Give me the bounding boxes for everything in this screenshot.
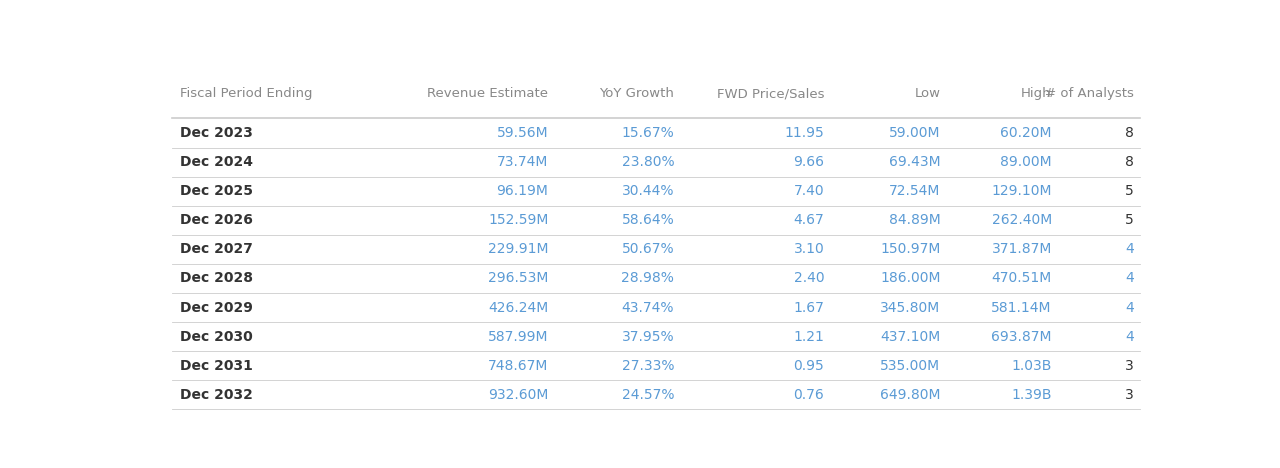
Text: 11.95: 11.95	[785, 126, 824, 140]
Text: Revenue Estimate: Revenue Estimate	[428, 87, 548, 100]
Text: Dec 2024: Dec 2024	[179, 155, 253, 169]
Text: FWD Price/Sales: FWD Price/Sales	[717, 87, 824, 100]
Text: Dec 2029: Dec 2029	[179, 300, 252, 314]
Text: Dec 2032: Dec 2032	[179, 388, 252, 402]
Text: 9.66: 9.66	[794, 155, 824, 169]
Text: 470.51M: 470.51M	[992, 271, 1052, 285]
Text: 229.91M: 229.91M	[488, 242, 548, 256]
Text: 84.89M: 84.89M	[888, 213, 941, 227]
Text: 129.10M: 129.10M	[991, 184, 1052, 198]
Text: 1.21: 1.21	[794, 329, 824, 344]
Text: 345.80M: 345.80M	[881, 300, 941, 314]
Text: Dec 2027: Dec 2027	[179, 242, 252, 256]
Text: 296.53M: 296.53M	[488, 271, 548, 285]
Text: 30.44%: 30.44%	[622, 184, 675, 198]
Text: 693.87M: 693.87M	[991, 329, 1052, 344]
Text: 152.59M: 152.59M	[488, 213, 548, 227]
Text: 371.87M: 371.87M	[992, 242, 1052, 256]
Text: 4: 4	[1125, 271, 1134, 285]
Text: 4: 4	[1125, 242, 1134, 256]
Text: 4: 4	[1125, 300, 1134, 314]
Text: 1.39B: 1.39B	[1011, 388, 1052, 402]
Text: Fiscal Period Ending: Fiscal Period Ending	[179, 87, 312, 100]
Text: 5: 5	[1125, 213, 1134, 227]
Text: Dec 2026: Dec 2026	[179, 213, 252, 227]
Text: 59.00M: 59.00M	[890, 126, 941, 140]
Text: 60.20M: 60.20M	[1001, 126, 1052, 140]
Text: 3.10: 3.10	[794, 242, 824, 256]
Text: 1.67: 1.67	[794, 300, 824, 314]
Text: High: High	[1021, 87, 1052, 100]
Text: 15.67%: 15.67%	[622, 126, 675, 140]
Text: 4.67: 4.67	[794, 213, 824, 227]
Text: 150.97M: 150.97M	[881, 242, 941, 256]
Text: Low: Low	[914, 87, 941, 100]
Text: 28.98%: 28.98%	[621, 271, 675, 285]
Text: 73.74M: 73.74M	[497, 155, 548, 169]
Text: 27.33%: 27.33%	[622, 358, 675, 373]
Text: 0.95: 0.95	[794, 358, 824, 373]
Text: 58.64%: 58.64%	[622, 213, 675, 227]
Text: 1.03B: 1.03B	[1011, 358, 1052, 373]
Text: 3: 3	[1125, 388, 1134, 402]
Text: 5: 5	[1125, 184, 1134, 198]
Text: 262.40M: 262.40M	[992, 213, 1052, 227]
Text: 59.56M: 59.56M	[497, 126, 548, 140]
Text: 50.67%: 50.67%	[622, 242, 675, 256]
Text: 7.40: 7.40	[794, 184, 824, 198]
Text: 932.60M: 932.60M	[488, 388, 548, 402]
Text: YoY Growth: YoY Growth	[599, 87, 675, 100]
Text: 37.95%: 37.95%	[622, 329, 675, 344]
Text: 426.24M: 426.24M	[488, 300, 548, 314]
Text: 2.40: 2.40	[794, 271, 824, 285]
Text: # of Analysts: # of Analysts	[1046, 87, 1134, 100]
Text: 8: 8	[1125, 155, 1134, 169]
Text: Dec 2025: Dec 2025	[179, 184, 253, 198]
Text: 581.14M: 581.14M	[991, 300, 1052, 314]
Text: 437.10M: 437.10M	[881, 329, 941, 344]
Text: Dec 2030: Dec 2030	[179, 329, 252, 344]
Text: 535.00M: 535.00M	[881, 358, 941, 373]
Text: 649.80M: 649.80M	[881, 388, 941, 402]
Text: 96.19M: 96.19M	[497, 184, 548, 198]
Text: 0.76: 0.76	[794, 388, 824, 402]
Text: 23.80%: 23.80%	[622, 155, 675, 169]
Text: Dec 2031: Dec 2031	[179, 358, 252, 373]
Text: 748.67M: 748.67M	[488, 358, 548, 373]
Text: 587.99M: 587.99M	[488, 329, 548, 344]
Text: Dec 2028: Dec 2028	[179, 271, 253, 285]
Text: 24.57%: 24.57%	[622, 388, 675, 402]
Text: Dec 2023: Dec 2023	[179, 126, 252, 140]
Text: 4: 4	[1125, 329, 1134, 344]
Text: 8: 8	[1125, 126, 1134, 140]
Text: 72.54M: 72.54M	[890, 184, 941, 198]
Text: 3: 3	[1125, 358, 1134, 373]
Text: 186.00M: 186.00M	[881, 271, 941, 285]
Text: 43.74%: 43.74%	[622, 300, 675, 314]
Text: 69.43M: 69.43M	[888, 155, 941, 169]
Text: 89.00M: 89.00M	[1000, 155, 1052, 169]
